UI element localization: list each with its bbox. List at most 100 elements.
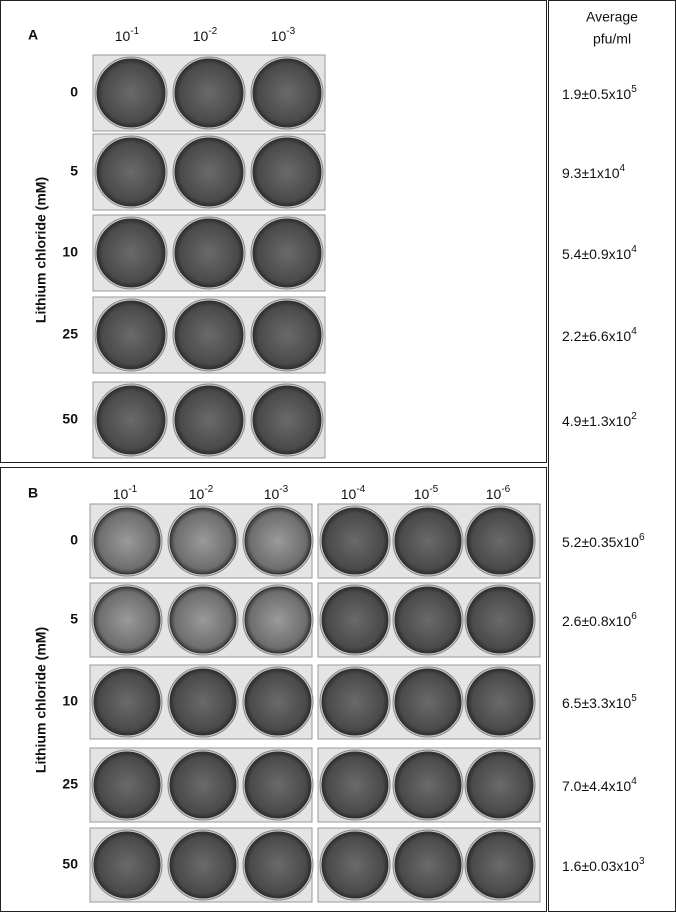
row-label: 5	[70, 163, 78, 179]
dilution-label: 10-2	[193, 26, 218, 44]
dilution-label-base: 10	[189, 486, 205, 502]
average-value: 2.2±6.6x104	[562, 326, 637, 344]
row-label: 25	[62, 326, 78, 342]
dilution-label-exponent: -3	[286, 26, 295, 37]
well	[93, 751, 161, 819]
well	[93, 831, 161, 899]
well	[466, 668, 534, 736]
well	[466, 751, 534, 819]
well	[174, 385, 244, 455]
average-value-base: 5.4±0.9x10	[562, 246, 631, 262]
average-value-exponent: 4	[631, 244, 637, 255]
well	[174, 58, 244, 128]
average-value-exponent: 2	[631, 411, 637, 422]
well	[169, 507, 237, 575]
well	[96, 218, 166, 288]
dilution-label-exponent: -3	[279, 484, 288, 495]
row-label: 0	[70, 532, 78, 548]
average-value-exponent: 3	[639, 856, 645, 867]
well	[96, 385, 166, 455]
dilution-label-base: 10	[341, 486, 357, 502]
dilution-label: 10-5	[414, 484, 439, 502]
dilution-label-exponent: -4	[356, 484, 365, 495]
dilution-label: 10-3	[271, 26, 296, 44]
panel-label: A	[28, 27, 38, 43]
well	[321, 507, 389, 575]
well	[466, 831, 534, 899]
well	[169, 668, 237, 736]
average-value-exponent: 4	[620, 163, 626, 174]
average-value-exponent: 4	[631, 326, 637, 337]
dilution-label: 10-1	[115, 26, 140, 44]
well	[466, 507, 534, 575]
dilution-label-exponent: -5	[429, 484, 438, 495]
well	[321, 831, 389, 899]
average-value: 2.6±0.8x106	[562, 611, 637, 629]
well	[174, 137, 244, 207]
row-label: 10	[62, 244, 78, 260]
well	[244, 831, 312, 899]
dilution-label: 10-3	[264, 484, 289, 502]
row-label: 25	[62, 776, 78, 792]
well	[394, 507, 462, 575]
column-header: Average	[586, 9, 638, 25]
average-value: 7.0±4.4x104	[562, 776, 637, 794]
dilution-label: 10-1	[113, 484, 138, 502]
dilution-label: 10-4	[341, 484, 366, 502]
dilution-label-base: 10	[113, 486, 129, 502]
dilution-label-base: 10	[264, 486, 280, 502]
row-label: 50	[62, 856, 78, 872]
well	[169, 751, 237, 819]
average-value: 5.4±0.9x104	[562, 244, 637, 262]
well	[169, 586, 237, 654]
dilution-label-base: 10	[414, 486, 430, 502]
well	[394, 831, 462, 899]
average-value-base: 6.5±3.3x10	[562, 695, 631, 711]
average-value-exponent: 4	[631, 776, 637, 787]
average-value-base: 1.6±0.03x10	[562, 858, 639, 874]
average-value-base: 1.9±0.5x10	[562, 86, 631, 102]
well	[174, 300, 244, 370]
well	[174, 218, 244, 288]
dilution-label-exponent: -6	[501, 484, 510, 495]
average-value: 4.9±1.3x102	[562, 411, 637, 429]
average-value: 5.2±0.35x106	[562, 532, 645, 550]
dilution-label-exponent: -1	[128, 484, 137, 495]
dilution-label-exponent: -2	[204, 484, 213, 495]
average-value-base: 2.2±6.6x10	[562, 328, 631, 344]
average-value-exponent: 5	[631, 693, 637, 704]
well	[394, 586, 462, 654]
dilution-label-exponent: -1	[130, 26, 139, 37]
well	[252, 218, 322, 288]
well	[321, 668, 389, 736]
average-value: 1.9±0.5x105	[562, 84, 637, 102]
well	[169, 831, 237, 899]
well	[244, 507, 312, 575]
average-value: 6.5±3.3x105	[562, 693, 637, 711]
well	[96, 300, 166, 370]
well	[96, 137, 166, 207]
dilution-label-base: 10	[115, 28, 131, 44]
average-value-exponent: 5	[631, 84, 637, 95]
row-label: 50	[62, 411, 78, 427]
average-value-exponent: 6	[639, 532, 645, 543]
average-value-base: 9.3±1x10	[562, 165, 620, 181]
average-value-base: 2.6±0.8x10	[562, 613, 631, 629]
well	[252, 300, 322, 370]
axis-label: Lithium chloride (mM)	[33, 627, 49, 773]
average-value: 1.6±0.03x103	[562, 856, 645, 874]
row-label: 10	[62, 693, 78, 709]
well	[93, 586, 161, 654]
average-value-base: 4.9±1.3x10	[562, 413, 631, 429]
well	[93, 668, 161, 736]
dilution-label: 10-2	[189, 484, 214, 502]
well	[321, 751, 389, 819]
well	[394, 668, 462, 736]
well	[244, 668, 312, 736]
average-frame	[548, 0, 676, 912]
dilution-label-base: 10	[486, 486, 502, 502]
axis-label: Lithium chloride (mM)	[33, 177, 49, 323]
well	[244, 586, 312, 654]
